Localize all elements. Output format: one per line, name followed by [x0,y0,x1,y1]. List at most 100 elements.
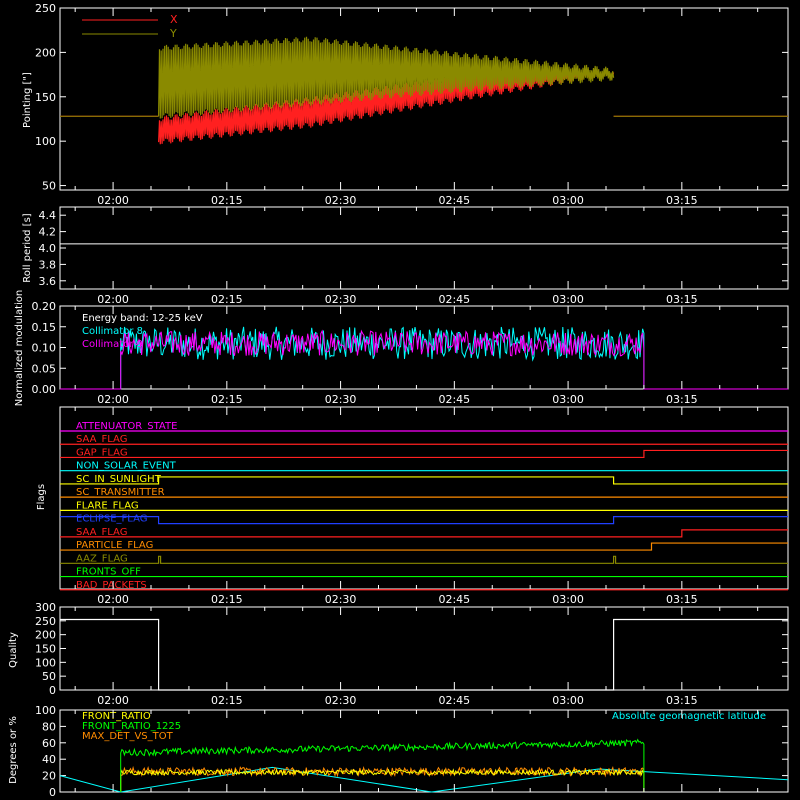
pointing-xtick-label: 03:15 [666,194,698,207]
flag-label: SC_IN_SUNLIGHT [76,474,162,485]
front-ytick-label: 80 [42,720,56,733]
quality-ytick-label: 100 [35,656,56,669]
modulation-ylabel: Normalized modulation [14,290,25,407]
front-ytick-label: 20 [42,770,56,783]
quality-ytick-label: 300 [35,601,56,614]
flags-xtick-label: 02:30 [325,593,357,606]
front-ratio-ylabel: Degrees or % [8,716,19,784]
flag-label: PARTICLE_FLAG [76,540,153,551]
quality-xtick-label: 02:00 [97,694,129,707]
flags-series: ATTENUATOR_STATE SAA_FLAG GAP_FLAG NON_SOLA… [60,421,788,591]
roll-xtick-label: 02:00 [97,293,129,306]
roll-xtick-label: 02:45 [438,293,470,306]
modulation-xtick-label: 02:00 [97,393,129,406]
legend-max-det: MAX_DET_VS_TOT [82,731,174,742]
quality-xtick-label: 02:15 [211,694,243,707]
roll-xticks: 02:00 02:15 02:30 02:45 03:00 03:15 [97,293,697,306]
roll-xtick-label: 02:15 [211,293,243,306]
modulation-xtick-label: 02:45 [438,393,470,406]
quality-ytick-label: 200 [35,629,56,642]
front-ytick-label: 100 [35,704,56,717]
modulation-ytick-label: 0.15 [32,321,57,334]
roll-xtick-label: 03:00 [552,293,584,306]
roll-xtick-label: 02:30 [325,293,357,306]
legend-y-label: Y [169,27,177,40]
quality-xtick-label: 03:15 [666,694,698,707]
front-ratio-series-front_ratio_1225 [120,738,645,792]
roll-ytick-label: 4.2 [39,226,57,239]
quality-ytick-label: 0 [49,684,56,697]
quality-xtick-label: 02:45 [438,694,470,707]
flag-series [60,449,788,459]
pointing-ytick-label: 200 [35,46,56,59]
flag-label: FRONTS_OFF [76,567,141,578]
flag-label: ECLIPSE_FLAG [76,514,147,525]
roll-xtick-label: 03:15 [666,293,698,306]
modulation-xtick-label: 02:30 [325,393,357,406]
quality-ytick-label: 150 [35,643,56,656]
pointing-ytick-label: 250 [35,2,56,15]
flags-ylabel: Flags [36,484,47,510]
quality-ytick-label: 250 [35,615,56,628]
pointing-series-Y [158,36,615,119]
pointing-xtick-label: 02:30 [325,194,357,207]
pointing-yticks: 50 100 150 200 250 [35,2,788,193]
flags-xticks: 02:00 02:15 02:30 02:45 03:00 03:15 [97,593,697,606]
roll-yticks: 3.6 3.8 4.0 4.2 4.4 [39,209,788,288]
modulation-xtick-label: 03:00 [552,393,584,406]
legend-x-label: X [170,13,178,26]
pointing-ytick-label: 150 [35,91,56,104]
modulation-xtick-label: 02:15 [211,393,243,406]
pointing-xtick-label: 03:00 [552,194,584,207]
flag-series [60,476,788,485]
modulation-ytick-label: 0.05 [32,362,57,375]
modulation-xticks: 02:00 02:15 02:30 02:45 03:00 03:15 [97,393,697,406]
pointing-panel: 50 100 150 200 250 02:00 02:15 02:30 02:45 03:00… [22,2,789,207]
legend-collimator-8: Collimator 8 [82,326,143,337]
flag-label: BAD_PACKETS [76,580,147,591]
roll-ytick-label: 3.8 [39,258,57,271]
quality-ylabel: Quality [8,632,19,668]
flags-xtick-label: 03:15 [666,593,698,606]
modulation-series [60,326,788,390]
front-ratio-panel: 0 20 40 60 80 100 Degrees or % FRONT_RATIO FR… [8,704,789,799]
roll-ylabel: Roll period [s] [22,213,33,282]
flags-xtick-label: 03:00 [552,593,584,606]
flag-label: GAP_FLAG [76,447,128,458]
flag-label: AAZ_FLAG [76,553,128,564]
flag-series [60,555,788,564]
pointing-xticks: 02:00 02:15 02:30 02:45 03:00 03:15 [97,194,697,207]
flag-label: SAA_FLAG [76,527,127,538]
modulation-panel: 0.00 0.05 0.10 0.15 0.20 02:00 02:15 02:30 02:4… [14,290,789,407]
quality-ytick-label: 50 [42,670,56,683]
flag-series [60,529,788,538]
quality-xtick-label: 02:30 [325,694,357,707]
flags-frame [59,406,789,590]
modulation-ytick-label: 0.00 [32,383,57,396]
pointing-frame [59,7,789,191]
flag-series [60,542,788,551]
flag-label: NON_SOLAR_EVENT [76,461,177,472]
modulation-ytick-label: 0.10 [32,342,57,355]
flags-xtick-label: 02:00 [97,593,129,606]
modulation-ytick-label: 0.20 [32,300,57,313]
pointing-series [60,36,788,145]
pointing-ylabel: Pointing ["] [22,72,33,128]
front-ratio-frame [59,709,789,793]
flags-xtick-label: 02:45 [438,593,470,606]
modulation-collimator-9 [60,329,788,390]
pointing-ytick-label: 100 [35,135,56,148]
front-ratio-series-max_det_vs_tot [120,765,645,792]
pointing-xtick-label: 02:45 [438,194,470,207]
quality-series [60,618,788,691]
front-ratio-series [59,738,789,793]
flags-panel: 02:00 02:15 02:30 02:45 03:00 03:15 ATTENUATO… [36,406,789,606]
quality-xticks: 02:00 02:15 02:30 02:45 03:00 03:15 [97,694,697,707]
front-ytick-label: 40 [42,753,56,766]
front-ratio-series-front_ratio [120,768,645,792]
roll-ytick-label: 4.4 [39,209,57,222]
